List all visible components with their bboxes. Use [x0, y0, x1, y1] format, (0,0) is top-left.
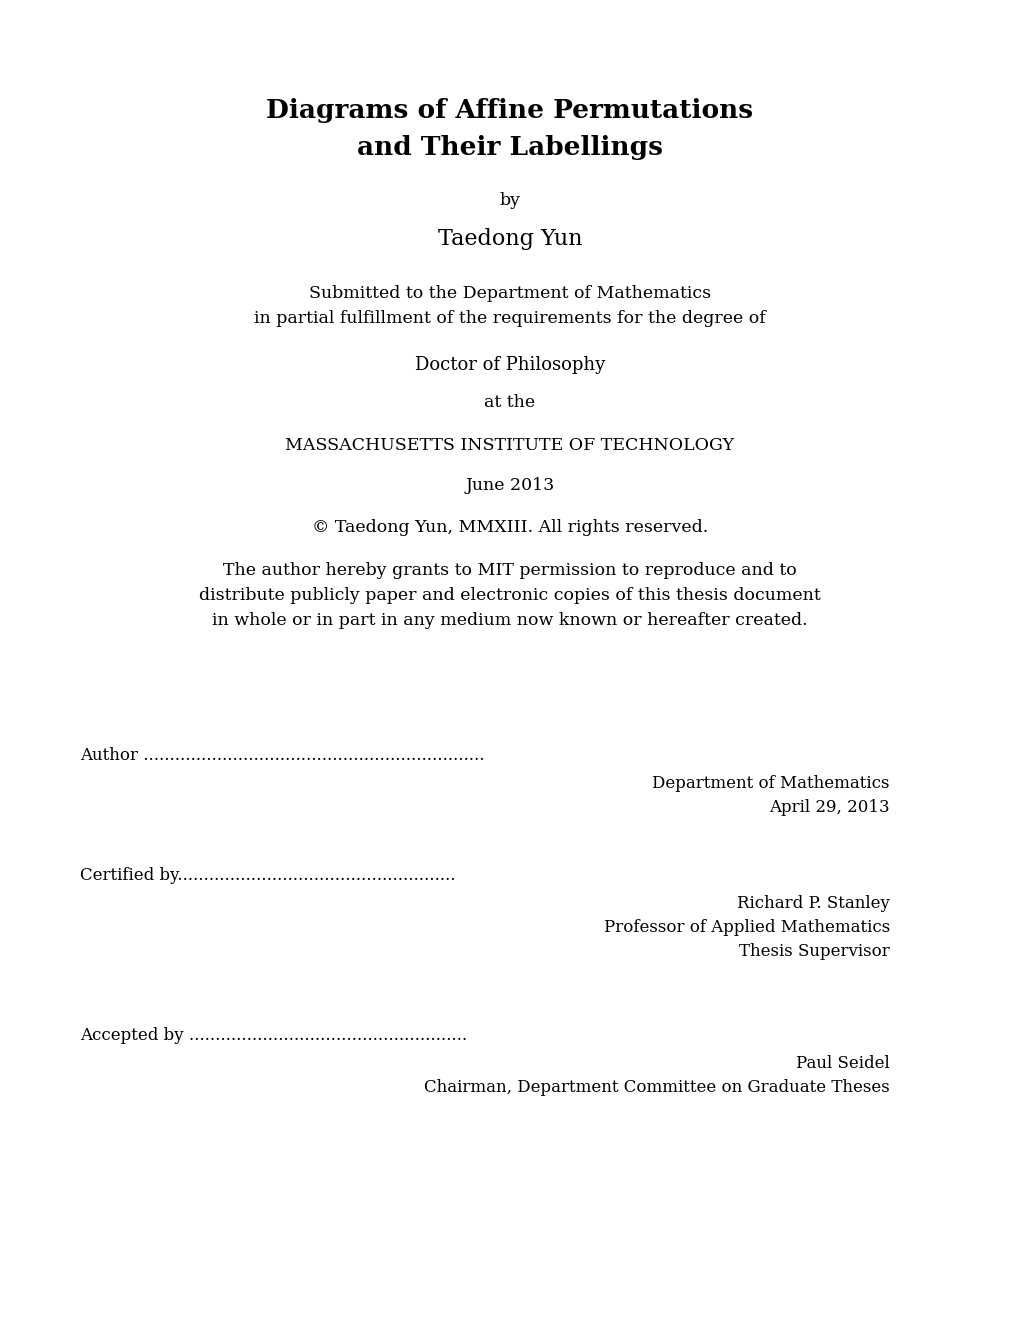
Text: Diagrams of Affine Permutations: Diagrams of Affine Permutations [266, 98, 753, 123]
Text: April 29, 2013: April 29, 2013 [768, 799, 890, 816]
Text: Thesis Supervisor: Thesis Supervisor [739, 942, 890, 960]
Text: in whole or in part in any medium now known or hereafter created.: in whole or in part in any medium now kn… [212, 612, 807, 630]
Text: and Their Labellings: and Their Labellings [357, 135, 662, 160]
Text: Paul Seidel: Paul Seidel [796, 1055, 890, 1072]
Text: distribute publicly paper and electronic copies of this thesis document: distribute publicly paper and electronic… [199, 587, 820, 605]
Text: Professor of Applied Mathematics: Professor of Applied Mathematics [603, 919, 890, 936]
Text: Author .................................................................: Author .................................… [79, 747, 484, 764]
Text: in partial fulfillment of the requirements for the degree of: in partial fulfillment of the requiremen… [254, 310, 765, 327]
Text: © Taedong Yun, MMXIII. All rights reserved.: © Taedong Yun, MMXIII. All rights reserv… [312, 519, 707, 536]
Text: Department of Mathematics: Department of Mathematics [652, 775, 890, 792]
Text: Richard P. Stanley: Richard P. Stanley [737, 895, 890, 912]
Text: Submitted to the Department of Mathematics: Submitted to the Department of Mathemati… [309, 285, 710, 302]
Text: Taedong Yun: Taedong Yun [437, 228, 582, 249]
Text: by: by [499, 191, 520, 209]
Text: Doctor of Philosophy: Doctor of Philosophy [415, 356, 604, 374]
Text: Certified by.....................................................: Certified by............................… [79, 867, 455, 884]
Text: Accepted by .....................................................: Accepted by ............................… [79, 1027, 467, 1044]
Text: June 2013: June 2013 [465, 477, 554, 494]
Text: MASSACHUSETTS INSTITUTE OF TECHNOLOGY: MASSACHUSETTS INSTITUTE OF TECHNOLOGY [285, 437, 734, 454]
Text: Chairman, Department Committee on Graduate Theses: Chairman, Department Committee on Gradua… [424, 1078, 890, 1096]
Text: at the: at the [484, 393, 535, 411]
Text: The author hereby grants to MIT permission to reproduce and to: The author hereby grants to MIT permissi… [223, 562, 796, 579]
